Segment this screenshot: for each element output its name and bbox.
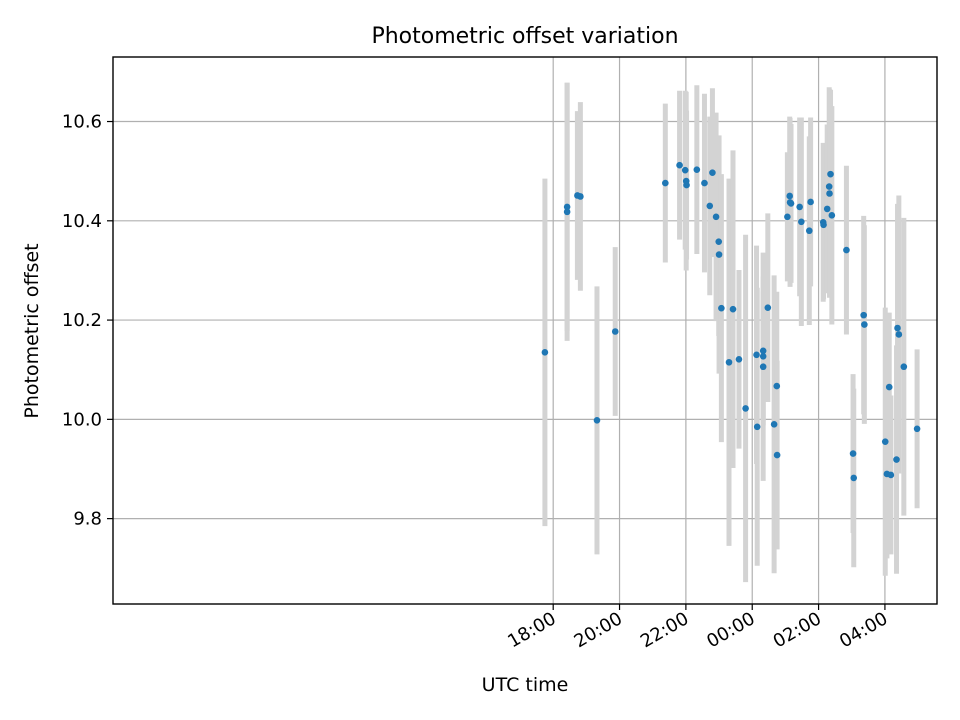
data-point [773, 382, 781, 390]
data-point [850, 474, 858, 482]
x-tick-label: 04:00 [836, 608, 891, 652]
data-point [735, 355, 743, 363]
data-point [895, 331, 903, 338]
data-point [820, 221, 827, 229]
data-point [784, 213, 791, 221]
x-tick-label: 22:00 [637, 608, 692, 652]
data-point [786, 192, 794, 200]
data-point [887, 471, 895, 479]
data-point [593, 417, 601, 424]
data-point [900, 363, 908, 371]
data-point [753, 423, 761, 431]
y-tick-label: 10.4 [62, 211, 102, 232]
data-point [681, 166, 689, 174]
data-point [807, 198, 814, 206]
chart-title: Photometric offset variation [371, 24, 678, 49]
data-point [701, 179, 708, 187]
data-point [753, 351, 760, 359]
x-tick-label: 20:00 [571, 608, 626, 652]
data-point [913, 425, 921, 433]
data-point [764, 304, 772, 311]
y-tick-label: 9.8 [73, 509, 102, 530]
x-tick-label: 02:00 [770, 608, 825, 652]
data-point [849, 450, 857, 457]
data-point [796, 203, 803, 211]
data-point [828, 212, 836, 219]
data-point [718, 304, 725, 312]
y-tick-label: 10.2 [62, 310, 102, 331]
data-point [712, 213, 720, 221]
data-point [715, 238, 723, 245]
data-points [541, 161, 921, 482]
data-point [729, 305, 737, 313]
x-tick-label: 18:00 [504, 608, 559, 652]
plot-frame [112, 56, 938, 605]
data-point [742, 405, 749, 412]
data-point [826, 190, 833, 197]
x-tick-label: 00:00 [703, 608, 758, 652]
data-point [709, 169, 716, 176]
data-point [577, 193, 584, 200]
data-point [541, 349, 549, 356]
data-point [693, 166, 701, 173]
data-point [611, 328, 619, 335]
data-point [715, 251, 723, 258]
data-point [881, 438, 889, 445]
error-bars [542, 82, 920, 583]
data-point [706, 202, 714, 210]
data-point [759, 363, 767, 371]
data-point [770, 421, 778, 428]
data-point [676, 161, 683, 169]
data-point [563, 208, 571, 216]
data-point [861, 321, 868, 328]
data-point [827, 170, 834, 178]
y-tick-label: 10.6 [62, 112, 102, 133]
data-point [894, 324, 901, 332]
y-axis-label: Photometric offset [21, 243, 43, 418]
data-point [683, 181, 690, 189]
data-point [725, 358, 733, 366]
data-point [823, 205, 831, 213]
grid [113, 57, 937, 604]
y-tick-label: 10.0 [62, 409, 102, 430]
data-point [805, 227, 813, 235]
data-point [787, 200, 795, 207]
x-axis: 18:00 20:00 22:00 00:00 02:00 04:00 [504, 604, 891, 652]
data-point [860, 311, 867, 319]
data-point [885, 383, 893, 391]
data-point [563, 203, 571, 211]
x-axis-label: UTC time [482, 674, 569, 696]
data-point [662, 179, 669, 187]
y-axis: 9.8 10.0 10.2 10.4 10.6 [62, 112, 113, 530]
data-point [759, 353, 767, 360]
data-point [825, 183, 833, 190]
data-point [773, 451, 781, 459]
data-point [893, 456, 900, 463]
data-point [843, 246, 850, 254]
data-point [798, 218, 805, 226]
data-point [759, 347, 767, 355]
